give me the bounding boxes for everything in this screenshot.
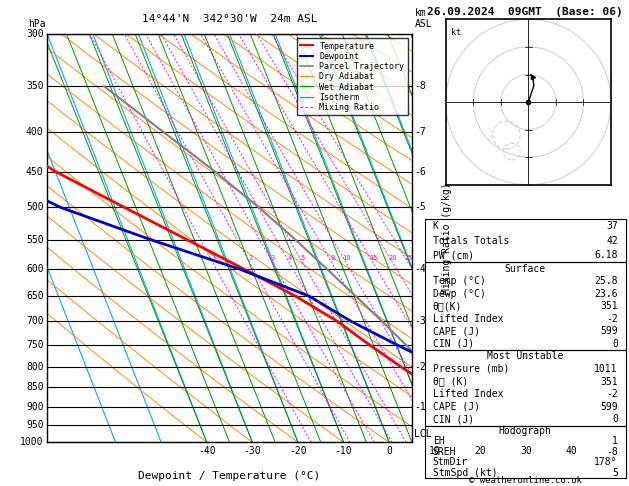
Text: 6.18: 6.18 [594,250,618,260]
Text: Dewp (°C): Dewp (°C) [433,289,486,299]
Text: 25.8: 25.8 [594,276,618,286]
Text: 20: 20 [474,446,486,456]
Text: θᴄ(K): θᴄ(K) [433,301,462,311]
Text: 37: 37 [606,221,618,231]
Text: 15: 15 [369,255,377,261]
Text: 10: 10 [342,255,351,261]
Legend: Temperature, Dewpoint, Parcel Trajectory, Dry Adiabat, Wet Adiabat, Isotherm, Mi: Temperature, Dewpoint, Parcel Trajectory… [297,38,408,115]
Text: -8: -8 [606,447,618,457]
Text: Lifted Index: Lifted Index [433,313,503,324]
Text: K: K [433,221,438,231]
Text: StmSpd (kt): StmSpd (kt) [433,468,498,478]
Text: -1: -1 [414,401,426,412]
Text: Totals Totals: Totals Totals [433,236,509,245]
Text: 900: 900 [26,401,43,412]
Text: -8: -8 [414,81,426,91]
Text: Lifted Index: Lifted Index [433,389,503,399]
Text: Most Unstable: Most Unstable [487,351,564,361]
Text: 8: 8 [330,255,335,261]
Text: 850: 850 [26,382,43,392]
Text: -2: -2 [606,389,618,399]
Bar [425,219,626,262]
Text: 5: 5 [301,255,305,261]
Bar [425,350,626,426]
Text: 1011: 1011 [594,364,618,374]
Text: -7: -7 [414,126,426,137]
Text: 2: 2 [248,255,252,261]
Text: 350: 350 [26,81,43,91]
Text: km
ASL: km ASL [415,8,433,29]
Text: -2: -2 [414,362,426,372]
Text: 14°44'N  342°30'W  24m ASL: 14°44'N 342°30'W 24m ASL [142,14,318,24]
Text: Dewpoint / Temperature (°C): Dewpoint / Temperature (°C) [138,471,321,482]
Text: CIN (J): CIN (J) [433,339,474,348]
Bar [425,262,626,350]
Text: 650: 650 [26,291,43,301]
Text: 351: 351 [600,377,618,386]
Text: 600: 600 [26,264,43,274]
Text: 178°: 178° [594,457,618,468]
Text: -20: -20 [289,446,307,456]
Text: -40: -40 [198,446,216,456]
Text: SREH: SREH [433,447,456,457]
Text: θᴄ (K): θᴄ (K) [433,377,468,386]
Text: 20: 20 [389,255,398,261]
Text: -10: -10 [335,446,352,456]
Text: 1000: 1000 [20,437,43,447]
Text: Temp (°C): Temp (°C) [433,276,486,286]
Text: 351: 351 [600,301,618,311]
Text: -5: -5 [414,202,426,212]
Text: Surface: Surface [504,264,546,274]
Text: 400: 400 [26,126,43,137]
Text: -30: -30 [243,446,261,456]
Text: CAPE (J): CAPE (J) [433,326,480,336]
Text: StmDir: StmDir [433,457,468,468]
Text: 500: 500 [26,202,43,212]
Text: 1: 1 [211,255,215,261]
Bar [425,426,626,478]
Text: 23.6: 23.6 [594,289,618,299]
Text: 26.09.2024  09GMT  (Base: 06): 26.09.2024 09GMT (Base: 06) [427,7,623,17]
Text: kt: kt [451,28,461,37]
Text: 0: 0 [612,339,618,348]
Text: 3: 3 [271,255,275,261]
Text: -2: -2 [606,313,618,324]
Text: hPa: hPa [28,19,46,29]
Text: CIN (J): CIN (J) [433,415,474,424]
Text: 42: 42 [606,236,618,245]
Text: 40: 40 [565,446,577,456]
Text: © weatheronline.co.uk: © weatheronline.co.uk [469,475,582,485]
Text: 599: 599 [600,326,618,336]
Text: 700: 700 [26,316,43,326]
Text: 950: 950 [26,420,43,430]
Text: 10: 10 [429,446,441,456]
Text: 30: 30 [520,446,532,456]
Text: Pressure (mb): Pressure (mb) [433,364,509,374]
Text: Hodograph: Hodograph [499,426,552,436]
Text: Mixing Ratio (g/kg): Mixing Ratio (g/kg) [442,182,452,294]
Text: 25: 25 [404,255,413,261]
Text: 4: 4 [287,255,292,261]
Text: 0: 0 [612,415,618,424]
Text: 5: 5 [612,468,618,478]
Text: EH: EH [433,436,444,447]
Text: 800: 800 [26,362,43,372]
Text: -6: -6 [414,167,426,176]
Text: 599: 599 [600,402,618,412]
Text: 450: 450 [26,167,43,176]
Text: CAPE (J): CAPE (J) [433,402,480,412]
Text: 300: 300 [26,29,43,39]
Text: PW (cm): PW (cm) [433,250,474,260]
Text: 550: 550 [26,235,43,244]
Text: LCL: LCL [414,429,431,439]
Text: -3: -3 [414,316,426,326]
Text: 1: 1 [612,436,618,447]
Text: 0: 0 [386,446,392,456]
Text: 750: 750 [26,340,43,350]
Text: -4: -4 [414,264,426,274]
